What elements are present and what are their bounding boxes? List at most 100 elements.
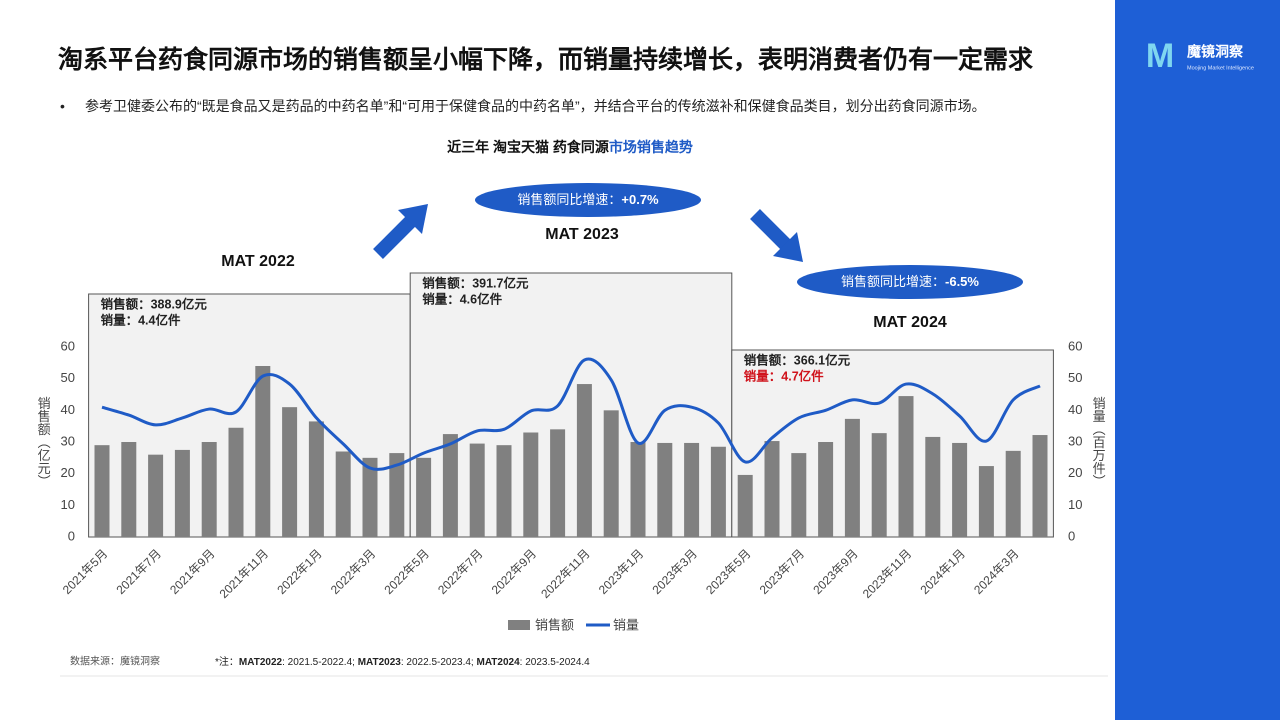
- period-label: MAT 2024: [873, 314, 947, 331]
- period-sales: 销售额：388.9亿元: [101, 296, 208, 311]
- bar: [389, 453, 405, 537]
- bar: [737, 474, 753, 537]
- x-tick-label: 2023年3月: [649, 546, 699, 596]
- bullet-text: 参考卫健委公布的“既是食品又是药品的中药名单”和“可用于保健食品的中药名单”，并…: [60, 97, 1125, 116]
- arrow-head: [773, 232, 803, 262]
- bar: [925, 436, 941, 537]
- x-tick-label: 2022年5月: [381, 546, 431, 596]
- x-tick-label: 2022年9月: [489, 546, 539, 596]
- growth-text: 销售额同比增速：-6.5%: [841, 274, 979, 289]
- y2-tick-label: 60: [1068, 338, 1082, 353]
- bar: [335, 451, 351, 537]
- growth-text: 销售额同比增速：+0.7%: [517, 192, 659, 207]
- x-tick-label: 2024年1月: [917, 546, 967, 596]
- bar: [603, 410, 619, 537]
- y-tick-label: 20: [61, 465, 75, 480]
- line: [101, 357, 1041, 471]
- logo-name: 魔镜洞察: [1187, 44, 1244, 60]
- period-box: [88, 293, 411, 538]
- note-part: MAT2023: [358, 657, 402, 668]
- bar: [764, 441, 780, 537]
- logo: M 魔镜洞察 Moojing Market Intelligence: [1146, 37, 1254, 75]
- period-volume: 销量：4.6亿件: [422, 291, 502, 306]
- x-tick-label: 2022年3月: [328, 546, 378, 596]
- period-sales: 销售额：391.7亿元: [422, 275, 529, 290]
- y2-tick-label: 30: [1068, 433, 1082, 448]
- y2-tick-label: 0: [1068, 528, 1075, 543]
- bar: [710, 446, 726, 537]
- bar: [791, 453, 807, 537]
- bar: [818, 442, 834, 537]
- bar: [442, 434, 458, 537]
- y-tick-label: 30: [61, 433, 75, 448]
- logo-tagline: Moojing Market Intelligence: [1187, 65, 1254, 71]
- growth-label: 销售额同比增速：: [841, 274, 945, 289]
- bar: [174, 449, 190, 537]
- period-box: [731, 349, 1054, 538]
- x-tick-label: 2024年3月: [971, 546, 1021, 596]
- bar: [362, 457, 378, 537]
- bar: [94, 445, 110, 537]
- x-tick-label: 2021年7月: [113, 546, 163, 596]
- period-sales: 销售额：366.1亿元: [744, 352, 851, 367]
- x-tick-label: 2021年11月: [217, 546, 272, 601]
- slide-title: 淘系平台药食同源市场的销售额呈小幅下降，而销量持续增长，表明消费者仍有一定需求: [58, 46, 1034, 74]
- x-tick-label: 2021年5月: [60, 546, 110, 596]
- bar: [308, 421, 324, 537]
- arrow-shaft: [373, 215, 417, 259]
- y-tick-label: 50: [61, 370, 75, 385]
- growth-badge: [797, 265, 1023, 299]
- arrow-down: [750, 209, 803, 262]
- x-tick-label: 2022年7月: [435, 546, 485, 596]
- arrow-head: [398, 204, 428, 234]
- legend-label: 销售额: [535, 617, 574, 632]
- y-tick-label: 60: [61, 338, 75, 353]
- bar: [844, 418, 860, 537]
- bar: [255, 366, 271, 537]
- bar: [576, 384, 592, 537]
- sidebar: [1115, 0, 1280, 720]
- y2-tick-label: 40: [1068, 402, 1082, 417]
- x-tick-label: 2023年1月: [596, 546, 646, 596]
- bar: [121, 442, 137, 537]
- bar: [523, 432, 539, 537]
- bar: [201, 442, 217, 537]
- y-tick-label: 40: [61, 402, 75, 417]
- note-part: MAT2024: [477, 657, 521, 668]
- bar: [550, 429, 566, 537]
- note-part: : 2023.5-2024.4: [520, 657, 590, 668]
- bar: [496, 445, 512, 537]
- bar: [952, 442, 968, 537]
- bar: [416, 457, 432, 537]
- x-tick-label: 2023年11月: [860, 546, 915, 601]
- x-tick-label: 2023年9月: [810, 546, 860, 596]
- bar: [1032, 435, 1048, 537]
- bar: [282, 407, 298, 537]
- arrow-up: [373, 204, 428, 259]
- period-label: MAT 2023: [545, 226, 619, 243]
- note: *注：MAT2022: 2021.5-2022.4; MAT2023: 2022…: [215, 655, 590, 668]
- bar: [684, 442, 700, 537]
- x-tick-label: 2023年5月: [703, 546, 753, 596]
- chart-title: 近三年 淘宝天猫 药食同源市场销售趋势: [447, 139, 693, 155]
- chart-title-main: 近三年 淘宝天猫 药食同源: [447, 139, 609, 155]
- bar: [469, 443, 485, 537]
- bar: [871, 433, 887, 537]
- bar: [898, 396, 914, 537]
- logo-mark: M: [1146, 37, 1174, 75]
- chart-title-highlight: 市场销售趋势: [609, 139, 693, 155]
- bar: [978, 466, 994, 537]
- y2-tick-label: 20: [1068, 465, 1082, 480]
- growth-label: 销售额同比增速：: [517, 192, 621, 207]
- y-tick-label: 0: [68, 528, 75, 543]
- y2-tick-label: 50: [1068, 370, 1082, 385]
- bar: [630, 442, 646, 537]
- note-part: : 2022.5-2023.4;: [401, 657, 477, 668]
- period-label: MAT 2022: [221, 253, 295, 270]
- y-axis-label: 销售额（亿元）: [36, 397, 51, 488]
- bar: [657, 442, 673, 537]
- y-tick-label: 10: [61, 497, 75, 512]
- x-tick-label: 2021年9月: [167, 546, 217, 596]
